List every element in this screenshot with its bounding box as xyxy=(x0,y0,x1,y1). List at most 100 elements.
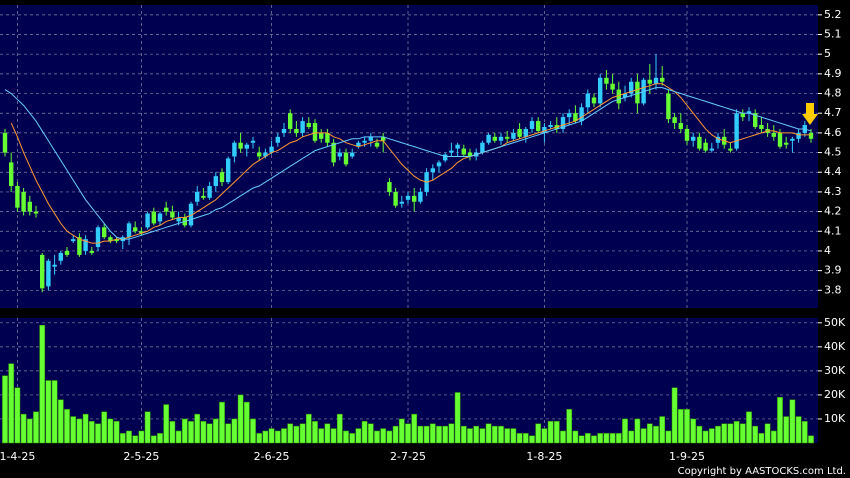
candle-body xyxy=(740,113,745,118)
candle-body xyxy=(449,150,454,153)
candle-body xyxy=(250,140,256,143)
candle-body xyxy=(244,144,249,149)
volume-bar xyxy=(547,421,554,444)
moving-average-line xyxy=(4,87,812,240)
candle-body xyxy=(393,191,398,206)
y-tick-label: 30K xyxy=(824,364,846,377)
volume-bar xyxy=(721,423,728,444)
candle-body xyxy=(567,113,572,118)
volume-bar xyxy=(411,413,418,444)
candle-body xyxy=(808,132,814,139)
candle-body xyxy=(281,128,287,133)
volume-bar xyxy=(739,423,746,444)
candle-body xyxy=(653,77,659,84)
volume-bar xyxy=(20,413,27,444)
volume-bar xyxy=(646,423,653,444)
y-tick-label: 3.8 xyxy=(824,283,842,296)
volume-bar xyxy=(498,425,504,444)
volume-bar xyxy=(423,425,430,444)
y-tick-label: 4.7 xyxy=(824,106,842,119)
volume-bar xyxy=(312,421,318,444)
volume-bar xyxy=(8,363,15,444)
volume-bar xyxy=(212,418,219,444)
volume-bar xyxy=(436,425,442,444)
candle-body xyxy=(325,132,330,143)
volume-bar xyxy=(510,428,517,444)
volume-bar xyxy=(578,435,585,444)
candle-body xyxy=(381,136,386,141)
candle-body xyxy=(684,128,690,141)
candle-body xyxy=(288,113,293,129)
volume-bar xyxy=(733,421,740,444)
candle-body xyxy=(399,201,404,204)
candle-body xyxy=(269,146,274,153)
candle-body xyxy=(734,113,739,149)
x-tick-label: 2-6-25 xyxy=(254,450,290,463)
volume-bar xyxy=(330,428,337,444)
candle-body xyxy=(331,142,336,163)
candle-body xyxy=(89,250,94,253)
candle-body xyxy=(709,148,714,151)
volume-bar xyxy=(665,430,672,444)
volume-bar xyxy=(64,409,70,444)
volume-bar xyxy=(789,399,796,444)
volume-bar xyxy=(708,428,715,444)
volume-bar xyxy=(206,423,213,444)
y-tick-label: 50K xyxy=(824,316,846,329)
volume-bar xyxy=(299,423,306,444)
candle-body xyxy=(238,142,243,149)
x-tick-label: 2-7-25 xyxy=(390,450,426,463)
y-tick-label: 10K xyxy=(824,412,846,425)
volume-bar xyxy=(287,423,294,444)
candle-body xyxy=(9,162,14,187)
volume-bar xyxy=(119,433,126,444)
candle-body xyxy=(139,231,144,234)
y-tick-label: 4.5 xyxy=(824,146,842,159)
volume-bar xyxy=(169,421,176,444)
volume-bar xyxy=(361,421,368,444)
volume-bar xyxy=(467,428,473,444)
candle-body xyxy=(33,211,39,214)
candle-body xyxy=(480,142,485,153)
volume-bar xyxy=(448,423,455,444)
volume-bar xyxy=(200,421,207,444)
volume-bar xyxy=(671,387,678,444)
volume-bar xyxy=(603,433,610,444)
y-tick-label: 5 xyxy=(824,47,831,60)
volume-bar xyxy=(808,435,814,444)
volume-bar xyxy=(144,411,151,444)
volume-bar xyxy=(516,433,523,444)
candle-body xyxy=(263,152,268,157)
volume-bar xyxy=(591,435,597,444)
volume-bar xyxy=(522,433,529,444)
candle-body xyxy=(77,237,82,255)
volume-bar xyxy=(324,423,331,444)
volume-bar xyxy=(653,425,659,444)
candle-body xyxy=(27,201,32,212)
candle-body xyxy=(759,125,764,129)
volume-bar xyxy=(622,418,628,444)
candle-body xyxy=(598,77,603,104)
volume-bar xyxy=(268,428,275,444)
candle-body xyxy=(548,125,553,127)
candle-body xyxy=(114,239,119,242)
candle-body xyxy=(436,162,442,167)
volume-bar xyxy=(237,394,244,444)
volume-bar xyxy=(615,433,622,444)
candle-body xyxy=(356,142,361,147)
x-tick-label: 1-4-25 xyxy=(0,450,35,463)
candle-body xyxy=(350,152,355,157)
volume-bar xyxy=(138,430,145,444)
candle-body xyxy=(219,172,225,183)
volume-bar xyxy=(553,421,560,444)
y-tick-label: 4.8 xyxy=(824,87,842,100)
candle-body xyxy=(635,81,640,104)
volume-bar xyxy=(33,411,39,444)
candle-body xyxy=(213,176,218,187)
volume-bar xyxy=(274,430,281,444)
volume-bar xyxy=(231,418,238,444)
candle-body xyxy=(784,142,789,145)
candle-body xyxy=(771,132,776,137)
candle-body xyxy=(40,254,45,289)
candle-body xyxy=(126,223,132,238)
